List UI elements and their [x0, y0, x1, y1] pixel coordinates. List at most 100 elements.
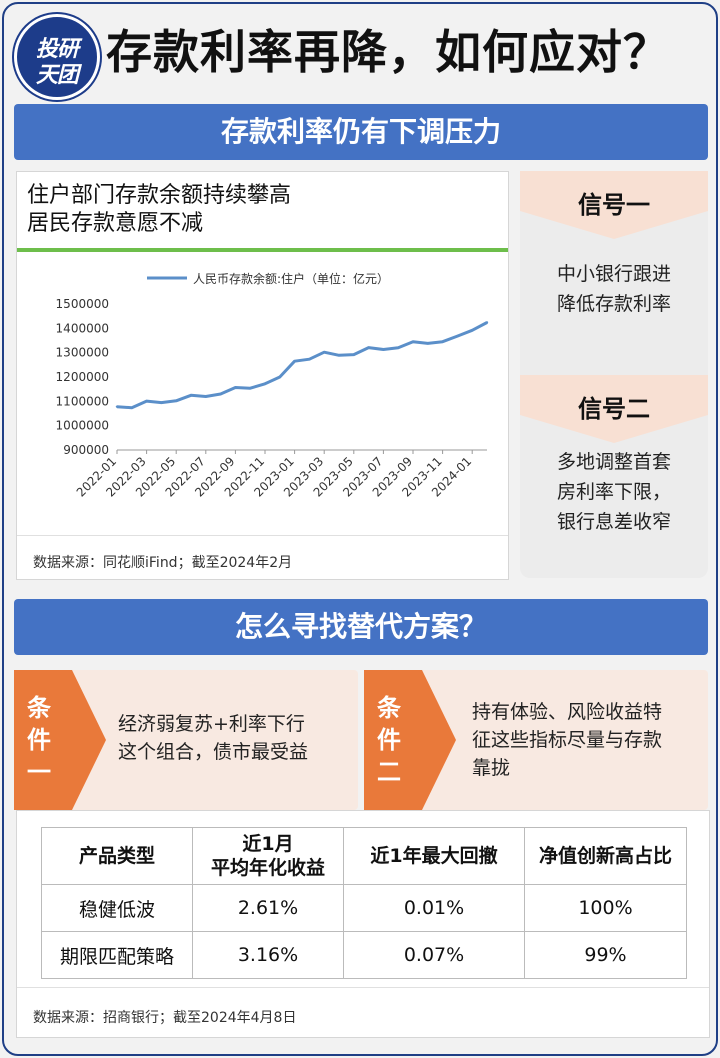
chart-card: 住户部门存款余额持续攀高 居民存款意愿不减 人民币存款余额:住户（单位：亿元） 9… [16, 171, 509, 580]
data-point [130, 406, 133, 409]
condition1-label: 条 件 一 [24, 692, 54, 788]
data-point [160, 401, 163, 404]
y-tick-label: 1300000 [56, 346, 109, 360]
series-line [116, 321, 488, 410]
y-tick-label: 1100000 [56, 394, 109, 408]
signal2-chevron [520, 375, 708, 443]
chart-source: 数据来源：同花顺iFind；截至2024年2月 [33, 555, 293, 571]
data-point [249, 386, 252, 390]
logo-line1: 投研 [35, 37, 79, 62]
chart-heading: 住户部门存款余额持续攀高 居民存款意愿不减 [27, 182, 291, 238]
condition2-line: 征这些指标尽量与存款 [472, 729, 663, 751]
data-point [219, 392, 222, 396]
data-point [308, 358, 311, 361]
data-point [426, 342, 429, 345]
data-point [278, 375, 281, 379]
table-cell: 2.61% [192, 884, 344, 932]
condition2-card: 条 件 二 持有体验、风险收益特 征这些指标尽量与存款 靠拢 [364, 670, 708, 810]
table-cell: 99% [524, 931, 687, 979]
condition1-line: 经济弱复苏+利率下行 [118, 713, 305, 735]
product-table-card: 产品类型 近1月 平均年化收益 近1年最大回撤 净值创新高占比 稳健低波 2.6… [16, 810, 710, 1038]
data-point [485, 321, 489, 324]
data-point [471, 329, 474, 332]
y-tick-label: 1400000 [56, 321, 109, 335]
condition1-chevron [14, 670, 106, 810]
condition1-card: 条 件 一 经济弱复苏+利率下行 这个组合，债市最受益 [14, 670, 358, 810]
signal1-chevron [520, 171, 708, 239]
condition1-line: 这个组合，债市最受益 [118, 741, 309, 763]
data-point [189, 394, 193, 397]
condition2-label: 条 件 二 [374, 692, 404, 788]
table-header-row: 产品类型 近1月 平均年化收益 近1年最大回撤 净值创新高占比 [41, 827, 687, 885]
y-tick-label: 900000 [63, 443, 109, 457]
data-point [263, 382, 267, 386]
data-point [293, 359, 296, 363]
condition1-label-char: 条 [27, 694, 51, 722]
signal1-line: 降低存款利率 [556, 293, 671, 315]
chart-divider [17, 535, 508, 536]
signal2-title: 信号二 [578, 395, 650, 423]
data-point [323, 350, 326, 354]
table-cell: 3.16% [192, 931, 344, 979]
signal1-line: 中小银行跟进 [556, 263, 671, 285]
table-row: 稳健低波 2.61% 0.01% 100% [41, 884, 687, 932]
data-point [411, 340, 415, 343]
condition2-chevron [364, 670, 456, 810]
condition1-text: 经济弱复苏+利率下行 这个组合，债市最受益 [118, 710, 308, 766]
signal2-text: 多地调整首套 房利率下限， 银行息差收窄 [520, 447, 708, 537]
condition2-label-char: 条 [377, 694, 401, 722]
y-tick-label: 1200000 [56, 370, 109, 384]
data-point [367, 346, 370, 349]
section1-banner: 存款利率仍有下调压力 [14, 104, 708, 160]
table-cell: 100% [524, 884, 687, 932]
data-point [382, 348, 385, 351]
signal2-line: 多地调整首套 [556, 451, 671, 473]
green-rule [17, 248, 508, 252]
signal2-line: 房利率下限， [556, 481, 671, 503]
product-table: 产品类型 近1月 平均年化收益 近1年最大回撤 净值创新高占比 稳健低波 2.6… [41, 827, 687, 979]
condition2-text: 持有体验、风险收益特 征这些指标尽量与存款 靠拢 [472, 698, 662, 782]
table-cell: 期限匹配策略 [41, 931, 193, 979]
table-cell: 0.01% [343, 884, 525, 932]
signal1-text: 中小银行跟进 降低存款利率 [520, 259, 708, 319]
condition2-label-char: 二 [377, 758, 401, 786]
section2-banner: 怎么寻找替代方案？ [14, 599, 708, 655]
legend-label: 人民币存款余额:住户（单位：亿元） [193, 271, 389, 286]
data-point [115, 405, 119, 408]
header: 投研 天团 存款利率再降，如何应对？ [0, 0, 720, 100]
deposit-line-chart: 人民币存款余额:住户（单位：亿元） 900000 1000000 1100000 120… [56, 271, 489, 500]
chart-heading-line1: 住户部门存款余额持续攀高 [27, 183, 292, 208]
table-row: 期限匹配策略 3.16% 0.07% 99% [41, 931, 687, 979]
data-point [204, 395, 207, 398]
brand-logo: 投研 天团 [14, 14, 100, 100]
condition2-line: 持有体验、风险收益特 [472, 701, 663, 723]
signal2-line: 银行息差收窄 [556, 511, 671, 533]
data-point [441, 340, 444, 343]
chart-heading-line2: 居民存款意愿不减 [27, 211, 204, 236]
data-point [352, 353, 355, 356]
condition2-line: 靠拢 [472, 757, 511, 779]
logo-line2: 天团 [35, 63, 79, 88]
table-source: 数据来源：招商银行；截至2024年4月8日 [33, 1010, 297, 1026]
condition2-label-char: 件 [377, 726, 401, 754]
table-cell: 0.07% [343, 931, 525, 979]
table-header-cell: 净值创新高占比 [524, 827, 687, 885]
data-point [397, 346, 400, 349]
signal1-title: 信号一 [578, 191, 650, 219]
data-point [337, 354, 341, 357]
table-header-cell: 产品类型 [41, 827, 193, 885]
data-point [175, 399, 178, 403]
data-point [234, 386, 237, 389]
y-tick-label: 1500000 [56, 297, 109, 311]
table-cell: 稳健低波 [41, 884, 193, 932]
data-point [145, 399, 148, 403]
table-divider [17, 987, 709, 988]
condition1-label-char: 件 [27, 726, 51, 754]
page-title: 存款利率再降，如何应对？ [106, 25, 670, 79]
data-point [456, 334, 459, 338]
signals-panel: 信号一 中小银行跟进 降低存款利率 信号二 多地调整首套 房利率下限， 银行息差… [520, 171, 708, 578]
condition1-label-char: 一 [27, 758, 51, 786]
y-tick-label: 1000000 [56, 419, 109, 433]
